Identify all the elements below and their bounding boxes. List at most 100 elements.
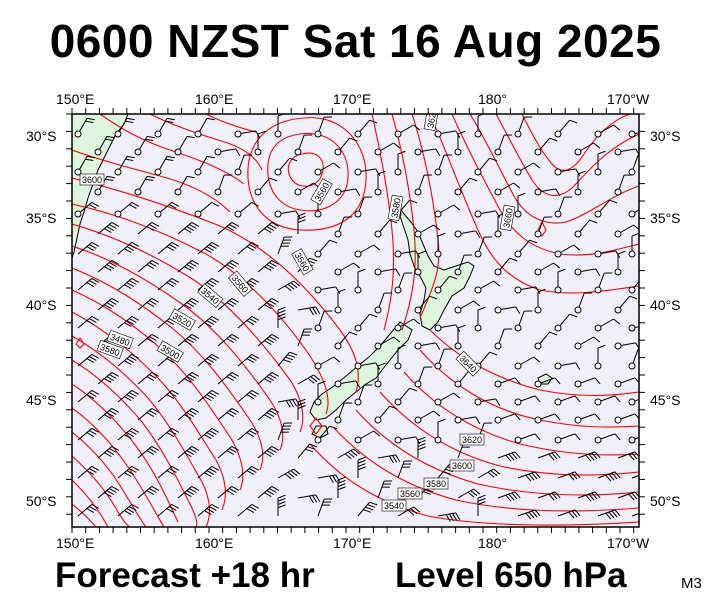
wind-barb <box>114 117 135 138</box>
map-title: 0600 NZST Sat 16 Aug 2025 <box>49 15 662 67</box>
barb-station <box>334 380 342 388</box>
wind-barb <box>177 485 200 499</box>
barb-feather <box>369 501 378 506</box>
barb-feather <box>309 257 318 262</box>
wind-barb <box>257 259 280 273</box>
barb-station <box>414 148 422 156</box>
wind-barb <box>497 491 521 502</box>
barb-feather <box>597 150 606 155</box>
wind-barb <box>628 324 639 332</box>
barb-feather <box>308 495 314 504</box>
barb-feather <box>514 451 521 459</box>
barb-feather <box>457 130 466 135</box>
barb-feather <box>435 148 441 157</box>
barb-feather <box>534 509 541 517</box>
barb-feather <box>312 307 318 315</box>
barb-feather <box>307 446 316 450</box>
wind-barb <box>394 318 421 332</box>
barb-feather <box>86 282 95 287</box>
barb-station <box>414 268 422 276</box>
wind-barb <box>177 259 200 273</box>
wind-barb <box>514 116 533 138</box>
barb-station <box>614 380 622 388</box>
barb-station <box>214 188 222 196</box>
barb-feather <box>594 413 601 421</box>
barb-feather <box>131 277 140 283</box>
barb-feather <box>209 506 217 511</box>
wind-barb <box>574 292 593 314</box>
barb-feather <box>91 201 100 207</box>
barb-station <box>274 210 282 218</box>
barb-feather <box>585 454 592 462</box>
wind-barb <box>594 272 613 294</box>
wind-barb <box>337 476 346 498</box>
barb-feather <box>470 490 478 497</box>
wind-barb <box>377 454 401 464</box>
barb-feather <box>204 434 212 440</box>
barb-feather <box>365 506 374 511</box>
map-frame <box>71 113 640 528</box>
barb-feather <box>289 351 298 356</box>
wind-barb <box>394 124 421 138</box>
barb-feather <box>251 389 260 395</box>
barb-station <box>474 398 482 406</box>
lon-label-bottom-160e: 160°E <box>195 535 234 551</box>
wind-barb <box>454 300 481 314</box>
svg-text:3620: 3620 <box>425 107 438 128</box>
barb-station <box>454 416 462 424</box>
barb-feather <box>511 452 518 460</box>
barb-feather <box>369 313 378 318</box>
barb-station <box>414 342 422 350</box>
barb-feather <box>226 264 235 269</box>
barb-feather <box>231 445 240 451</box>
barb-feather <box>417 250 426 255</box>
barb-feather <box>146 175 155 179</box>
wind-barb <box>574 170 586 196</box>
lat-label-left-30s: 30°S <box>26 128 57 144</box>
barb-feather <box>453 204 461 211</box>
barb-feather <box>105 178 114 181</box>
barb-feather <box>104 228 112 234</box>
barb-feather <box>271 221 280 227</box>
barb-station <box>194 168 202 176</box>
barb-feather <box>395 454 401 463</box>
barb-station <box>314 210 322 218</box>
wind-barb <box>234 201 260 218</box>
barb-station <box>494 148 502 156</box>
barb-feather <box>191 259 200 265</box>
barb-feather <box>266 226 275 231</box>
barb-station <box>494 268 502 276</box>
barb-feather <box>125 158 134 161</box>
barb-station <box>594 130 602 138</box>
lat-label-right-40s: 40°S <box>650 297 681 313</box>
wind-barb <box>317 474 341 484</box>
barb-station <box>354 324 362 332</box>
barb-feather <box>589 219 598 224</box>
barb-feather <box>124 472 132 478</box>
barb-feather <box>184 414 192 420</box>
barb-feather <box>588 493 595 501</box>
wind-barb <box>274 157 298 176</box>
barb-feather <box>533 162 541 169</box>
barb-feather <box>89 244 97 249</box>
svg-text:3600: 3600 <box>452 461 472 471</box>
barb-station <box>594 286 602 294</box>
barb-feather <box>448 513 454 522</box>
barb-feather <box>649 510 654 516</box>
frame-ticks <box>66 108 645 533</box>
barb-feather <box>264 378 272 384</box>
barb-feather <box>89 280 97 285</box>
barb-feather <box>146 412 155 417</box>
barb-feather <box>106 376 115 381</box>
wind-barb <box>434 154 453 176</box>
barb-feather <box>229 448 237 453</box>
barb-feather <box>189 410 197 415</box>
barb-feather <box>585 494 592 502</box>
wind-barb <box>234 154 253 176</box>
barb-feather <box>249 430 257 435</box>
wind-barb <box>334 380 361 389</box>
barb-station <box>394 286 402 294</box>
barb-feather <box>109 410 117 415</box>
barb-feather <box>337 479 346 484</box>
